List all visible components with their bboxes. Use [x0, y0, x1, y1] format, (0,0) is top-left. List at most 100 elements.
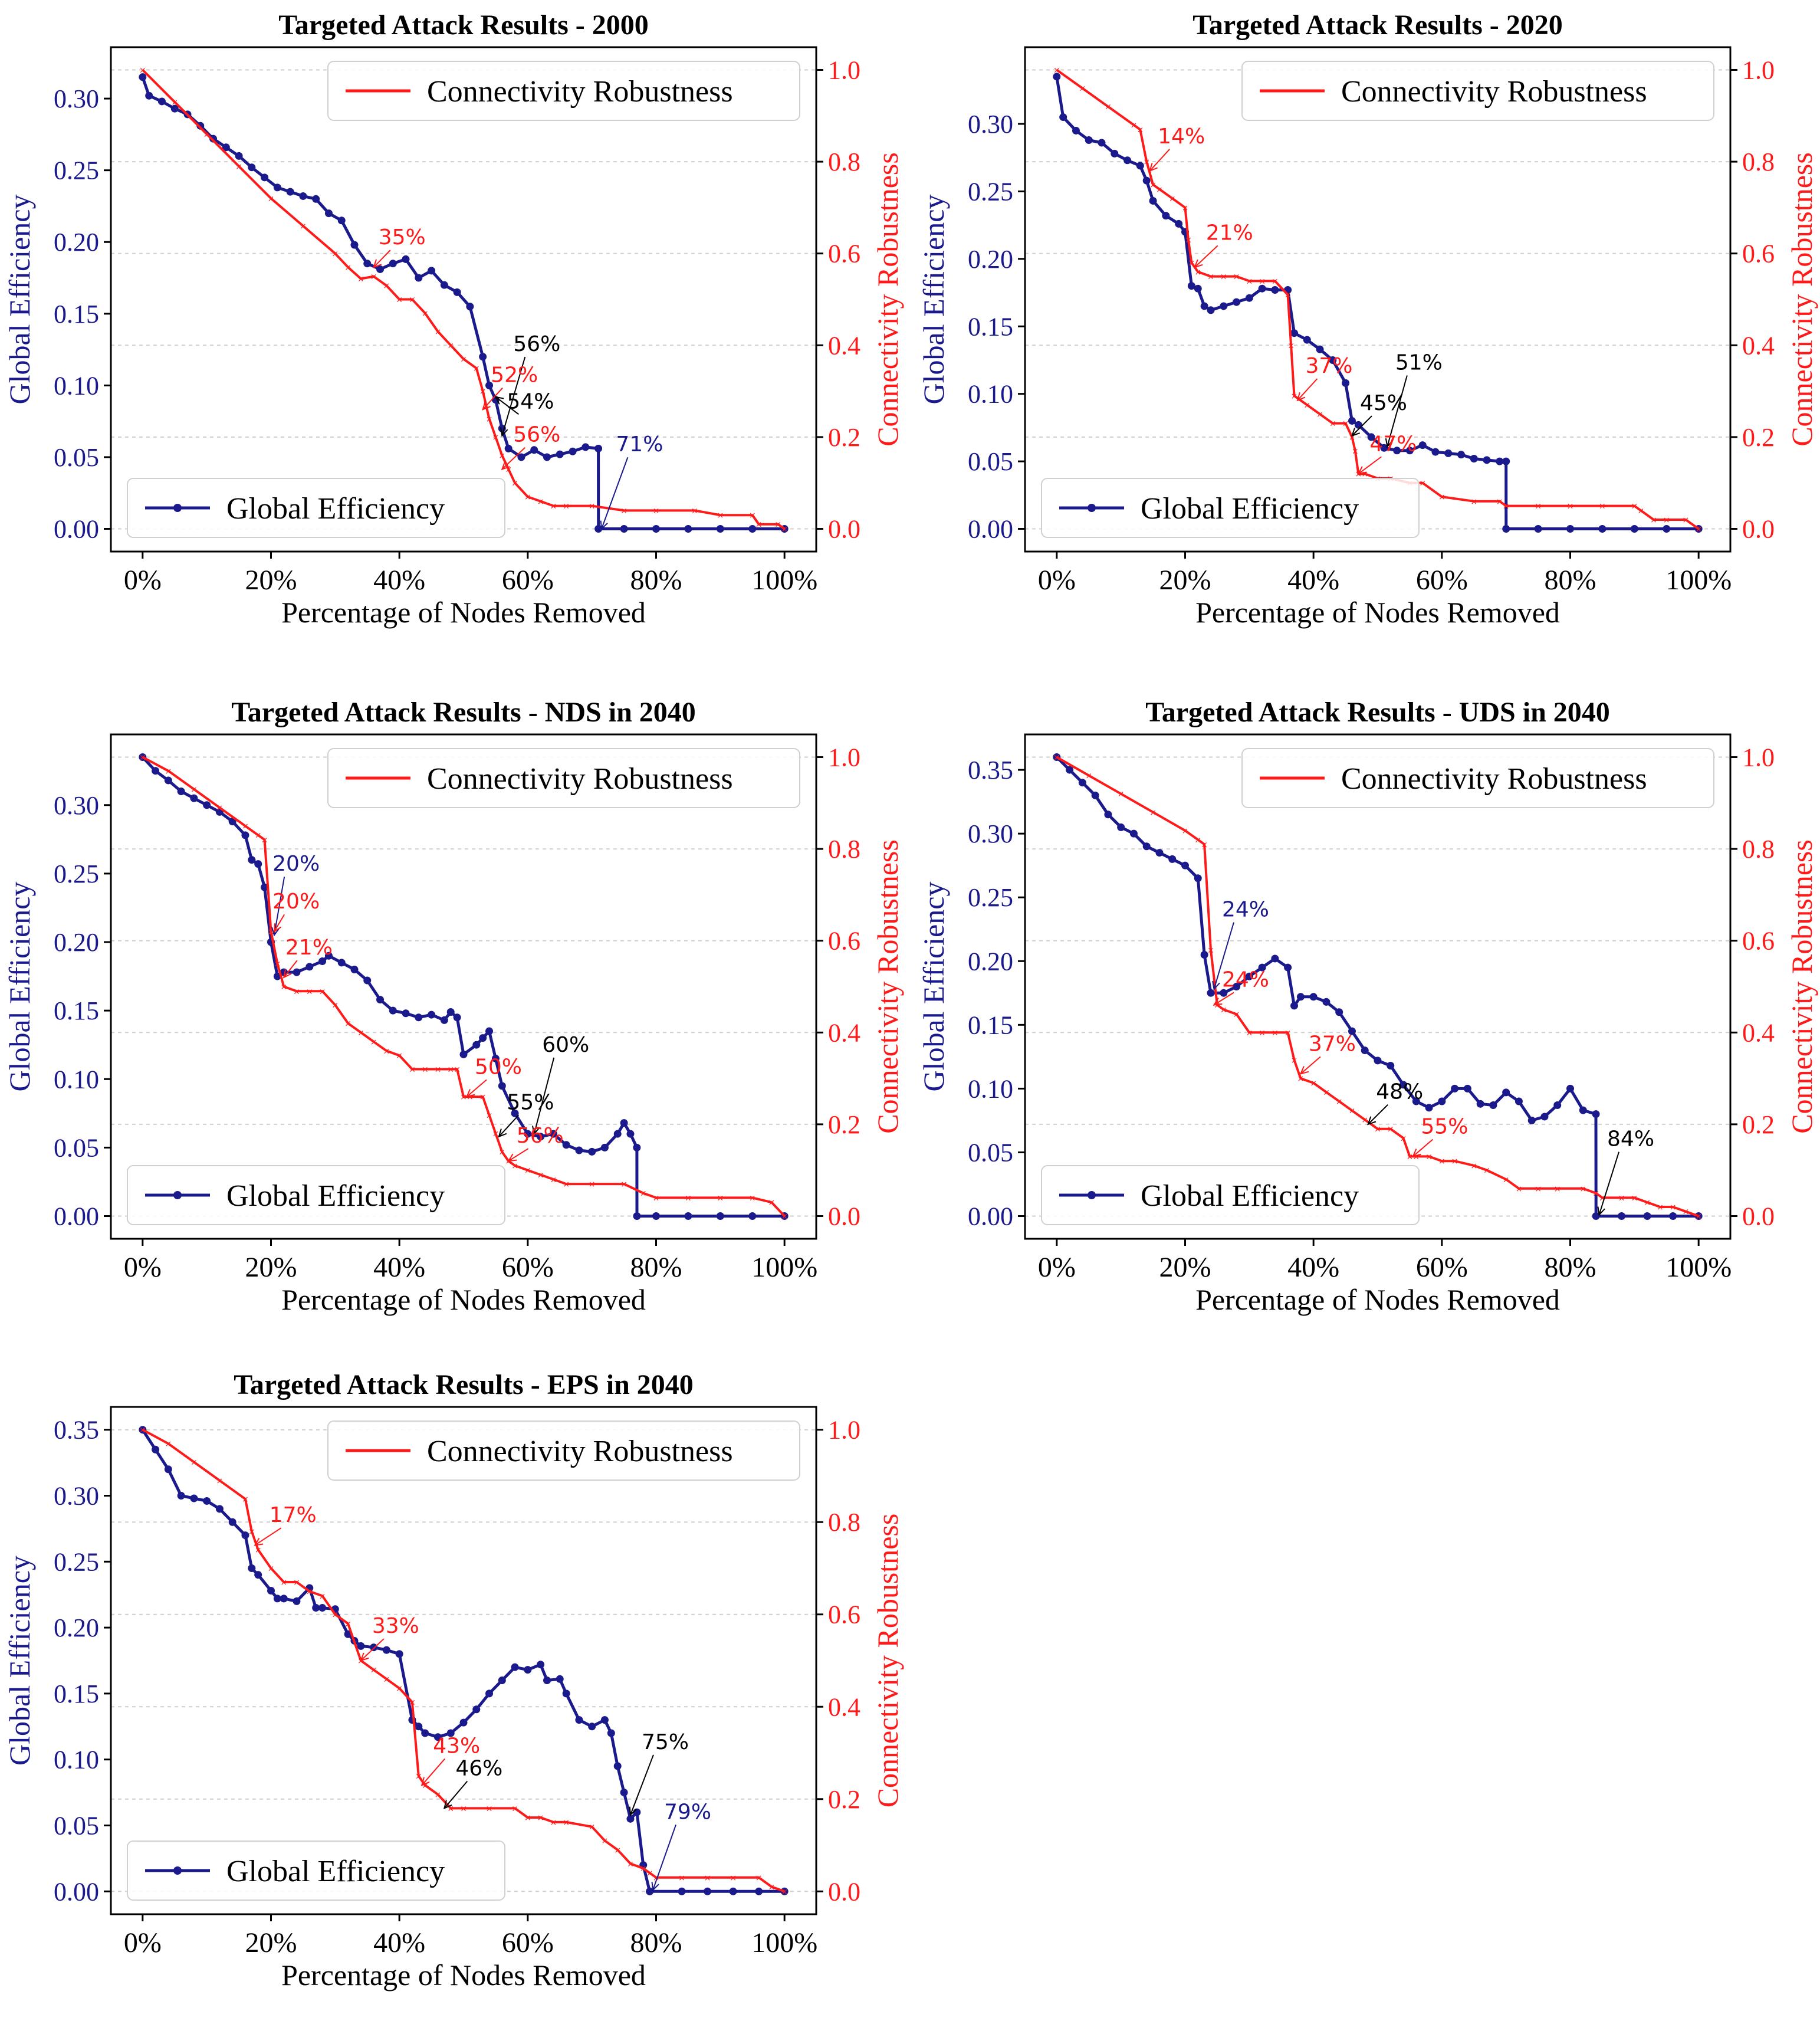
robustness-point: ×	[1053, 65, 1060, 75]
annotation-arrowhead	[1213, 998, 1223, 1006]
robustness-point: ×	[357, 274, 364, 284]
efficiency-point	[562, 1689, 570, 1698]
efficiency-point	[530, 446, 538, 454]
robustness-point: ×	[447, 1065, 454, 1075]
efficiency-point	[1136, 162, 1144, 170]
robustness-line	[1056, 756, 1699, 1218]
robustness-point: ×	[370, 1038, 377, 1047]
efficiency-point	[428, 267, 436, 275]
robustness-point: ×	[344, 1019, 351, 1029]
robustness-point: ×	[1631, 1193, 1638, 1203]
efficiency-point	[453, 1013, 461, 1022]
efficiency-point	[440, 281, 448, 289]
efficiency-point	[164, 776, 172, 785]
x-tick-label: 20%	[245, 1252, 297, 1283]
robustness-point: ×	[498, 451, 505, 461]
robustness-point: ×	[1131, 121, 1138, 130]
robustness-point: ×	[268, 194, 275, 204]
x-tick-label: 100%	[751, 565, 817, 596]
robustness-point: ×	[1554, 1185, 1561, 1194]
robustness-point: ×	[300, 222, 307, 231]
robustness-point: ×	[1246, 277, 1253, 286]
annotation-label: 45%	[1360, 391, 1407, 415]
robustness-point: ×	[486, 1804, 493, 1813]
efficiency-point	[1380, 444, 1388, 452]
efficiency-point	[1470, 455, 1478, 463]
efficiency-point	[389, 1006, 397, 1015]
robustness-point: ×	[344, 263, 351, 273]
y-left-tick-label: 0.10	[54, 371, 99, 400]
annotation-label: 24%	[1222, 968, 1269, 992]
efficiency-point	[511, 1663, 519, 1671]
y-right-tick-label: 0.0	[1742, 1202, 1775, 1231]
annotation-arrowhead	[1149, 162, 1158, 172]
efficiency-point	[273, 183, 281, 192]
legend-box	[327, 748, 800, 808]
efficiency-point	[1361, 1046, 1369, 1055]
efficiency-point	[562, 1141, 570, 1149]
annotation-arrowhead	[1296, 392, 1306, 402]
annotation-arrow	[1297, 378, 1318, 401]
efficiency-point	[1194, 874, 1202, 882]
robustness-point: ×	[409, 1065, 416, 1075]
robustness-point: ×	[524, 1166, 531, 1176]
robustness-point: ×	[331, 250, 339, 259]
efficiency-point	[446, 1729, 455, 1737]
x-axis-label: Percentage of Nodes Removed	[281, 596, 646, 629]
efficiency-point	[421, 1729, 429, 1737]
efficiency-point	[324, 209, 333, 218]
robustness-point: ×	[1361, 1116, 1368, 1125]
robustness-point: ×	[280, 1578, 287, 1587]
efficiency-point	[1220, 989, 1228, 997]
legend-connectivity: Connectivity Robustness	[1241, 61, 1714, 121]
robustness-point: ×	[550, 1175, 557, 1185]
annotation-arrow	[652, 1824, 676, 1891]
y-left-tick-label: 0.00	[968, 515, 1013, 544]
y-right-tick-label: 0.8	[828, 835, 860, 864]
efficiency-point	[1271, 286, 1279, 294]
annotation-label: 51%	[1395, 350, 1443, 375]
robustness-point: ×	[755, 1874, 763, 1883]
legend-label: Global Efficiency	[226, 1855, 445, 1888]
robustness-point: ×	[1194, 836, 1201, 845]
efficiency-point	[1489, 1101, 1497, 1109]
robustness-point: ×	[383, 281, 390, 291]
robustness-point: ×	[537, 1171, 544, 1180]
y-left-tick-label: 0.10	[54, 1746, 99, 1774]
efficiency-point	[626, 1130, 635, 1138]
robustness-point: ×	[319, 1592, 326, 1601]
efficiency-point	[1072, 126, 1080, 134]
robustness-point: ×	[203, 130, 211, 139]
legend-box	[1241, 748, 1714, 808]
robustness-point: ×	[1201, 840, 1208, 849]
x-tick-label: 0%	[124, 565, 162, 596]
efficiency-point	[594, 525, 603, 533]
robustness-point: ×	[589, 502, 596, 511]
efficiency-point	[1643, 1212, 1651, 1221]
x-tick-label: 100%	[751, 1927, 817, 1958]
robustness-point: ×	[396, 1684, 403, 1694]
chart-panel-5: Targeted Attack Results - EPS in 2040 0% 2…	[3, 1369, 904, 1992]
robustness-point: ×	[1194, 268, 1201, 277]
annotation-arrowhead	[1597, 1206, 1605, 1216]
efficiency-point	[1104, 811, 1112, 819]
robustness-point: ×	[1287, 341, 1295, 350]
robustness-point: ×	[409, 296, 416, 305]
robustness-point: ×	[1599, 502, 1606, 511]
legend-marker-efficiency	[173, 1191, 182, 1199]
efficiency-point	[633, 1143, 641, 1151]
efficiency-point	[395, 1650, 403, 1658]
robustness-point: ×	[268, 927, 275, 937]
robustness-point: ×	[415, 1772, 422, 1782]
efficiency-point	[1444, 449, 1453, 457]
efficiency-point	[1316, 345, 1324, 353]
efficiency-point	[402, 1009, 410, 1018]
legend-marker-efficiency	[1088, 504, 1096, 512]
robustness-point: ×	[1695, 525, 1702, 534]
efficiency-point	[556, 450, 564, 458]
y-right-tick-label: 0.0	[828, 515, 860, 544]
legend-box	[1041, 1165, 1420, 1225]
annotation-label: 43%	[433, 1734, 480, 1758]
robustness-point: ×	[306, 987, 313, 996]
efficiency-point	[1527, 1116, 1536, 1124]
